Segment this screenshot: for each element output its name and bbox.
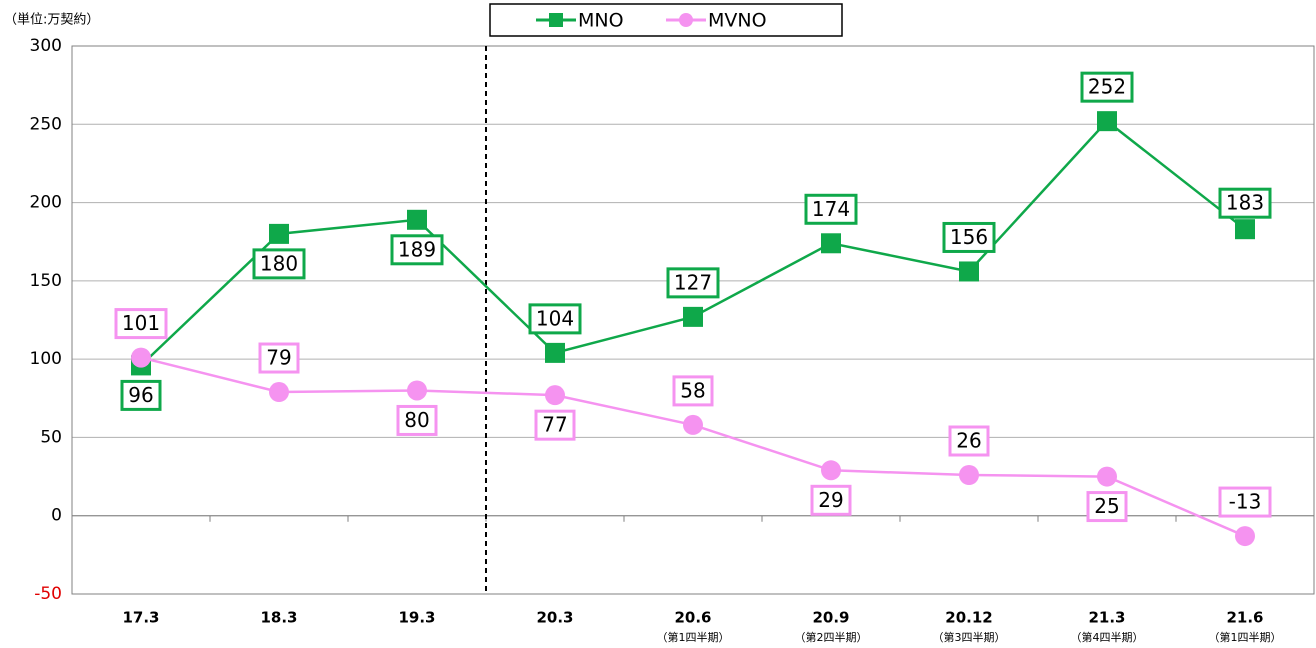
value-label: 26 [956,429,981,453]
marker [269,382,289,403]
value-label-box [810,484,852,516]
x-tick-sublabel: （第1四半期） [1209,630,1282,644]
marker [269,223,289,244]
x-tick-label: 20.3 [536,609,573,627]
x-tick-sublabel: （第1四半期） [657,630,730,644]
value-label-box [396,404,438,436]
value-label-box [1086,491,1128,523]
value-label-box [534,409,576,441]
x-tick-sublabel: （第3四半期） [933,630,1006,644]
value-label-box [666,267,720,299]
value-label: 58 [680,378,705,402]
marker [545,342,565,363]
y-tick-label: 50 [40,427,62,447]
value-label: 252 [1088,75,1126,99]
value-label: 174 [812,197,850,221]
y-tick-label: 250 [30,114,62,134]
value-label-box [804,193,858,225]
value-label-box [1218,187,1272,219]
marker [821,460,841,481]
marker [1235,219,1255,240]
x-tick-label: 20.12 [945,609,992,627]
x-tick-sublabel: （第4四半期） [1071,630,1144,644]
x-tick-label: 19.3 [398,609,435,627]
value-label: -13 [1229,490,1262,514]
series-line [140,119,1246,367]
x-tick-label: 20.9 [812,609,849,627]
marker [683,414,703,435]
marker [1235,526,1255,547]
marker [545,385,565,406]
value-label: 29 [818,488,843,512]
marker [1097,111,1117,132]
value-label: 96 [128,383,153,407]
value-label-box [252,248,306,280]
value-label-box [258,342,300,374]
value-label: 183 [1226,191,1264,215]
value-label-box [1218,486,1272,518]
value-label: 180 [260,251,298,275]
x-tick-label: 20.6 [674,609,711,627]
value-label: 101 [122,311,160,335]
y-tick-label: 200 [30,193,62,213]
marker [959,465,979,486]
marker [131,347,151,368]
marker [959,261,979,282]
y-tick-label: -50 [34,584,62,604]
x-tick-label: 18.3 [260,609,297,627]
value-label-box [1080,71,1134,103]
value-label-box [672,375,714,407]
value-label: 80 [404,408,429,432]
x-tick-label: 21.6 [1226,609,1263,627]
value-label-box [942,221,996,253]
legend-label: MNO [578,10,624,32]
value-label-box [390,234,444,266]
value-label-box [120,379,162,411]
value-label-box [528,303,582,335]
legend-marker [679,13,693,27]
unit-label: （単位:万契約） [4,12,99,28]
x-tick-sublabel: （第2四半期） [795,630,868,644]
marker [821,233,841,254]
value-label: 189 [398,237,436,261]
value-label: 77 [542,413,567,437]
y-tick-label: 0 [51,506,62,526]
marker [683,306,703,327]
y-tick-label: 100 [30,349,62,369]
value-label: 104 [536,306,574,330]
y-tick-label: 150 [30,271,62,291]
value-label: 127 [674,270,712,294]
value-label: 25 [1094,494,1119,518]
y-tick-label: 300 [30,36,62,56]
value-label-box [948,425,990,457]
marker [1097,466,1117,487]
x-tick-label: 21.3 [1088,609,1125,627]
legend-marker [549,13,563,27]
marker [407,209,427,230]
value-label-box [114,308,168,340]
marker [407,380,427,401]
x-tick-label: 17.3 [122,609,159,627]
legend-label: MVNO [708,10,767,32]
plot-frame [71,45,1315,595]
value-label: 156 [950,225,988,249]
value-label: 79 [266,346,291,370]
